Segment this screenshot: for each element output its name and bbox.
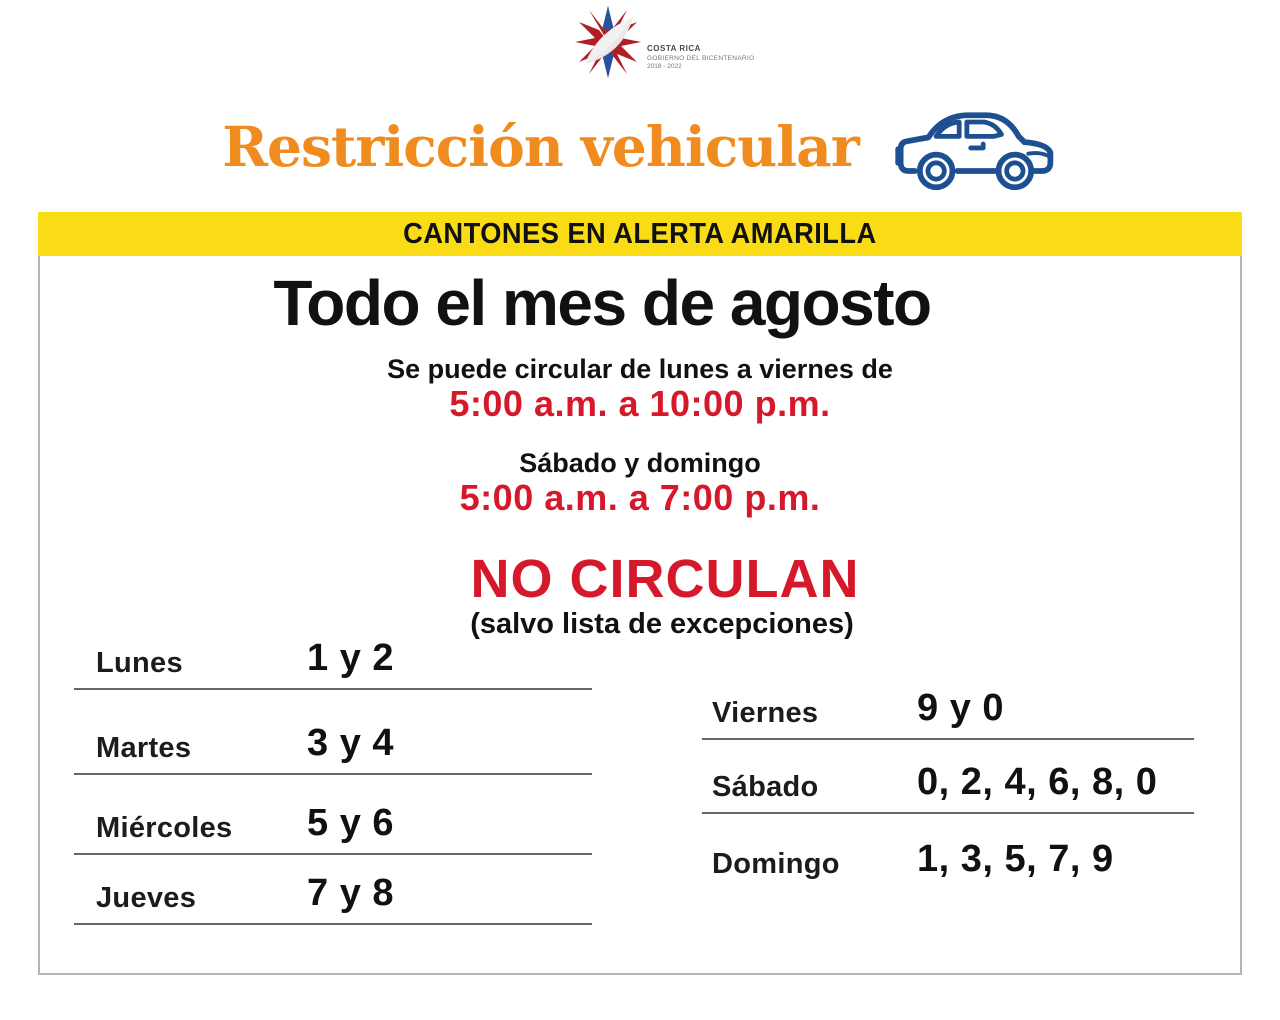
logo-subtitle: GOBIERNO DEL BICENTENARIO <box>647 55 755 62</box>
day-label: Viernes <box>712 697 819 729</box>
logo-country: COSTA RICA <box>647 44 701 53</box>
government-logo: COSTA RICA GOBIERNO DEL BICENTENARIO 201… <box>575 4 754 80</box>
day-label: Sábado <box>712 771 819 803</box>
day-plates: 1 y 2 <box>307 637 395 679</box>
weekend-hours-line: Sábado y domingo <box>519 448 761 478</box>
day-plates: 3 y 4 <box>307 722 395 764</box>
no-circulan-title: NO CIRCULAN <box>470 549 860 609</box>
weekend-hours-time: 5:00 a.m. a 7:00 p.m. <box>459 477 821 518</box>
day-plates: 0, 2, 4, 6, 8, 0 <box>917 761 1158 803</box>
content-sheet: CANTONES EN ALERTA AMARILLA Todo el mes … <box>38 212 1242 975</box>
month-heading: Todo el mes de agosto <box>273 267 932 339</box>
schedule-row: Lunes 1 y 2 <box>74 637 592 690</box>
day-label: Miércoles <box>96 812 233 844</box>
day-plates: 9 y 0 <box>917 687 1005 729</box>
day-label: Domingo <box>712 848 840 880</box>
schedule-row: Viernes 9 y 0 <box>702 677 1194 740</box>
schedule-row: Domingo 1, 3, 5, 7, 9 <box>702 814 1194 889</box>
title-row: Restricción vehicular <box>0 98 1280 194</box>
schedule-table-right: Viernes 9 y 0 Sábado 0, 2, 4, 6, 8, 0 Do… <box>702 677 1194 889</box>
day-label: Jueves <box>96 882 197 914</box>
weekday-hours-time: 5:00 a.m. a 10:00 p.m. <box>449 383 831 424</box>
day-plates: 5 y 6 <box>307 802 395 844</box>
schedule-table-left: Lunes 1 y 2 Martes 3 y 4 Miércoles 5 y 6… <box>74 637 592 925</box>
no-circulan-subtitle: (salvo lista de excepciones) <box>470 608 854 640</box>
star-logo-icon <box>575 6 641 78</box>
schedule-row: Miércoles 5 y 6 <box>74 775 592 855</box>
schedule-row: Martes 3 y 4 <box>74 690 592 775</box>
day-label: Lunes <box>96 647 183 679</box>
page-title: Restricción vehicular <box>222 113 859 179</box>
alert-banner: CANTONES EN ALERTA AMARILLA <box>38 212 1242 256</box>
weekday-hours-line: Se puede circular de lunes a viernes de <box>387 354 893 384</box>
alert-banner-label: CANTONES EN ALERTA AMARILLA <box>403 217 877 250</box>
day-plates: 1, 3, 5, 7, 9 <box>917 838 1114 880</box>
logo-text: COSTA RICA GOBIERNO DEL BICENTENARIO 201… <box>647 44 754 80</box>
day-plates: 7 y 8 <box>307 872 395 914</box>
schedule-row: Jueves 7 y 8 <box>74 855 592 925</box>
day-label: Martes <box>96 732 192 764</box>
car-icon <box>895 112 1053 191</box>
logo-years: 2018 - 2022 <box>647 63 682 70</box>
schedule-row: Sábado 0, 2, 4, 6, 8, 0 <box>702 740 1194 814</box>
